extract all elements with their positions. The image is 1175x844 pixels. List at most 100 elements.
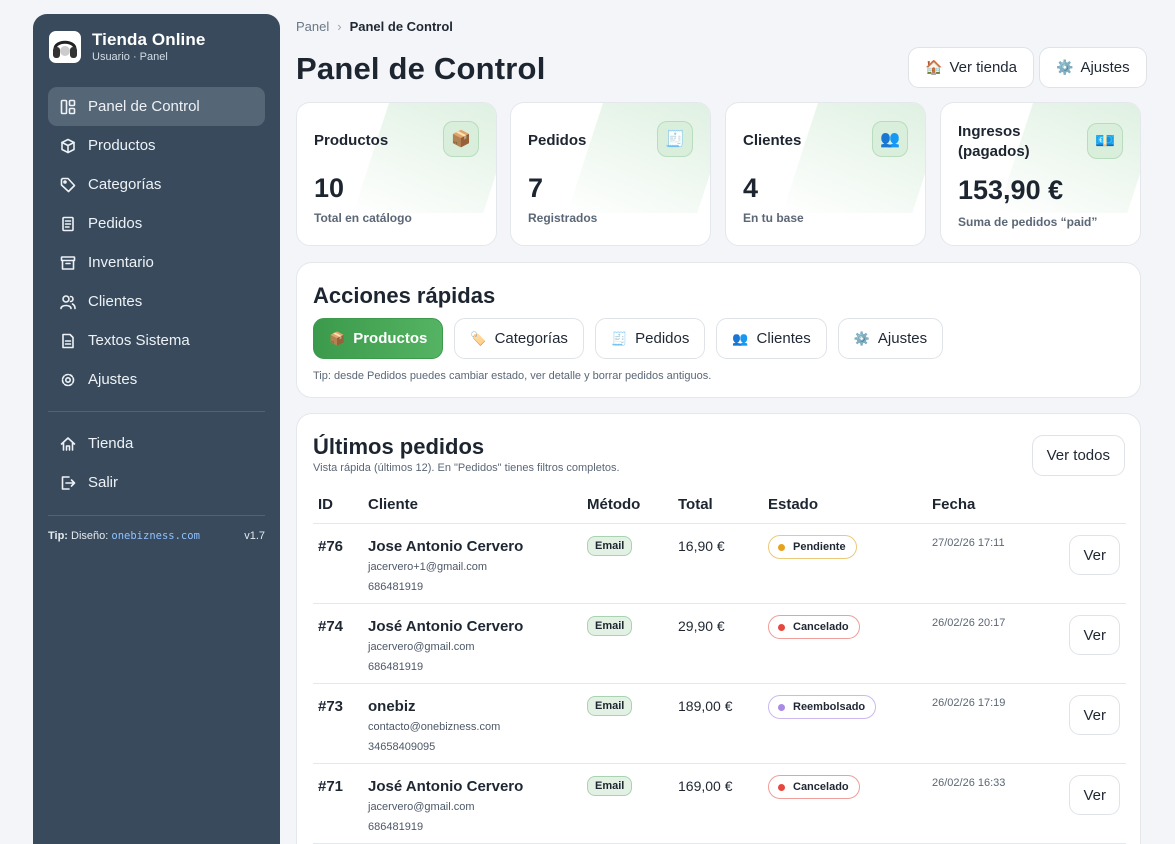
brand[interactable]: Tienda Online Usuario · Panel [49, 30, 205, 63]
sidebar-item-label: Panel de Control [88, 98, 200, 115]
sidebar-item-panel[interactable]: Panel de Control [48, 87, 265, 126]
breadcrumb-current: Panel de Control [349, 19, 453, 34]
stat-value: 10 [314, 173, 345, 203]
view-order-button[interactable]: Ver [1069, 695, 1120, 735]
sidebar-footer: Tip: Diseño: onebizness.com v1.7 [48, 530, 265, 542]
sidebar-item-label: Categorías [88, 176, 162, 193]
view-all-button[interactable]: Ver todos [1031, 435, 1125, 476]
sidebar-item-tienda[interactable]: Tienda [48, 424, 265, 463]
sidebar-item-label: Clientes [88, 293, 143, 310]
brand-title: Tienda Online [92, 30, 206, 49]
sidebar-item-productos[interactable]: Productos [48, 126, 265, 165]
sidebar-item-inventario[interactable]: Inventario [48, 243, 265, 282]
customer-email: jacervero+1@gmail.com [368, 561, 488, 573]
sidebar-item-label: Productos [88, 137, 156, 154]
stat-label: Productos [314, 132, 389, 149]
package-icon: 📦 [443, 121, 479, 157]
quick-ajustes-button[interactable]: ⚙️ Ajustes [837, 318, 944, 359]
page-title: Panel de Control [296, 51, 546, 86]
order-total: 16,90 € [678, 538, 725, 554]
box-icon [59, 137, 77, 155]
column-header-metodo: Método [587, 496, 641, 513]
button-label: Productos [353, 330, 428, 347]
sidebar-item-label: Tienda [88, 435, 134, 452]
stat-card-pedidos: Pedidos 🧾 7 Registrados [510, 102, 711, 246]
sidebar-item-pedidos[interactable]: Pedidos [48, 204, 265, 243]
breadcrumb: Panel › Panel de Control [296, 19, 453, 34]
quick-productos-button[interactable]: 📦 Productos [313, 318, 444, 359]
sidebar-item-categorias[interactable]: Categorías [48, 165, 265, 204]
customer-name: onebiz [368, 698, 416, 715]
view-store-button[interactable]: 🏠 Ver tienda [908, 47, 1034, 88]
stat-card-clientes: Clientes 👥 4 En tu base [725, 102, 926, 246]
view-order-button[interactable]: Ver [1069, 775, 1120, 815]
headphones-logo-icon [49, 30, 81, 63]
users-icon: 👥 [732, 330, 749, 346]
method-badge: Email [587, 696, 633, 716]
users-icon [59, 293, 77, 311]
status-badge: Pendiente [768, 535, 857, 559]
sidebar-item-salir[interactable]: Salir [48, 463, 265, 502]
stat-sub: Suma de pedidos “paid” [958, 215, 1098, 229]
sidebar-bottom-nav: Tienda Salir [48, 424, 265, 502]
sidebar-item-ajustes[interactable]: Ajustes [48, 360, 265, 399]
view-order-button[interactable]: Ver [1069, 615, 1120, 655]
sidebar-item-label: Salir [88, 474, 119, 491]
stat-card-productos: Productos 📦 10 Total en catálogo [296, 102, 497, 246]
gear-icon: ⚙️ [1056, 59, 1074, 75]
customer-phone: 686481919 [368, 661, 424, 673]
order-total: 189,00 € [678, 698, 733, 714]
order-id: #73 [318, 698, 344, 715]
customer-name: Jose Antonio Cervero [368, 538, 524, 555]
archive-icon [59, 254, 77, 272]
customer-phone: 34658409095 [368, 741, 436, 753]
home-icon [59, 435, 77, 453]
table-header: ID Cliente Método Total Estado Fecha [313, 496, 1126, 524]
gear-icon [59, 371, 77, 389]
stat-value: 153,90 € [958, 175, 1064, 205]
quick-actions-title: Acciones rápidas [313, 283, 496, 308]
view-order-button[interactable]: Ver [1069, 535, 1120, 575]
receipt-icon: 🧾 [610, 330, 628, 346]
settings-button[interactable]: ⚙️ Ajustes [1039, 47, 1147, 88]
stat-value: 4 [743, 173, 759, 203]
order-total: 29,90 € [678, 618, 725, 634]
tag-icon [59, 176, 77, 194]
button-label: Pedidos [635, 330, 690, 347]
status-badge: Cancelado [768, 775, 860, 799]
breadcrumb-root[interactable]: Panel [296, 19, 330, 34]
order-date: 26/02/26 17:19 [932, 697, 1006, 709]
sidebar-nav: Panel de Control Productos Categorías Pe… [48, 87, 265, 399]
method-badge: Email [587, 536, 633, 556]
users-icon: 👥 [872, 121, 908, 157]
quick-categorias-button[interactable]: 🏷️ Categorías [454, 318, 584, 359]
settings-label: Ajustes [1080, 59, 1130, 76]
orders-subtitle: Vista rápida (últimos 12). En "Pedidos" … [313, 462, 620, 474]
quick-clientes-button[interactable]: 👥 Clientes [716, 318, 827, 359]
stat-label: Ingresos (pagados) [958, 123, 1030, 160]
status-badge: Reembolsado [768, 695, 877, 719]
table-row: #74 José Antonio Cervero jacervero@gmail… [313, 604, 1126, 684]
latest-orders-panel: Últimos pedidos Vista rápida (últimos 12… [296, 413, 1141, 844]
tip-label: Tip: [48, 530, 68, 542]
sidebar-divider [48, 515, 265, 516]
status-dot-icon [778, 543, 785, 551]
sidebar-item-textos-sistema[interactable]: Textos Sistema [48, 321, 265, 360]
breadcrumb-separator: › [337, 19, 342, 34]
order-date: 27/02/26 17:11 [932, 537, 1005, 549]
customer-name: José Antonio Cervero [368, 778, 524, 795]
table-row: #71 José Antonio Cervero jacervero@gmail… [313, 764, 1126, 844]
quick-pedidos-button[interactable]: 🧾 Pedidos [594, 318, 706, 359]
method-badge: Email [587, 776, 633, 796]
sidebar-item-label: Textos Sistema [88, 332, 190, 349]
gear-icon: ⚙️ [853, 330, 870, 346]
sidebar-item-clientes[interactable]: Clientes [48, 282, 265, 321]
button-label: Categorías [494, 330, 568, 347]
logout-icon [59, 474, 77, 492]
receipt-icon: 🧾 [657, 121, 693, 157]
designer-link[interactable]: onebizness.com [111, 530, 200, 542]
customer-phone: 686481919 [368, 581, 424, 593]
order-total: 169,00 € [678, 778, 733, 794]
order-date: 26/02/26 16:33 [932, 777, 1006, 789]
customer-name: José Antonio Cervero [368, 618, 524, 635]
